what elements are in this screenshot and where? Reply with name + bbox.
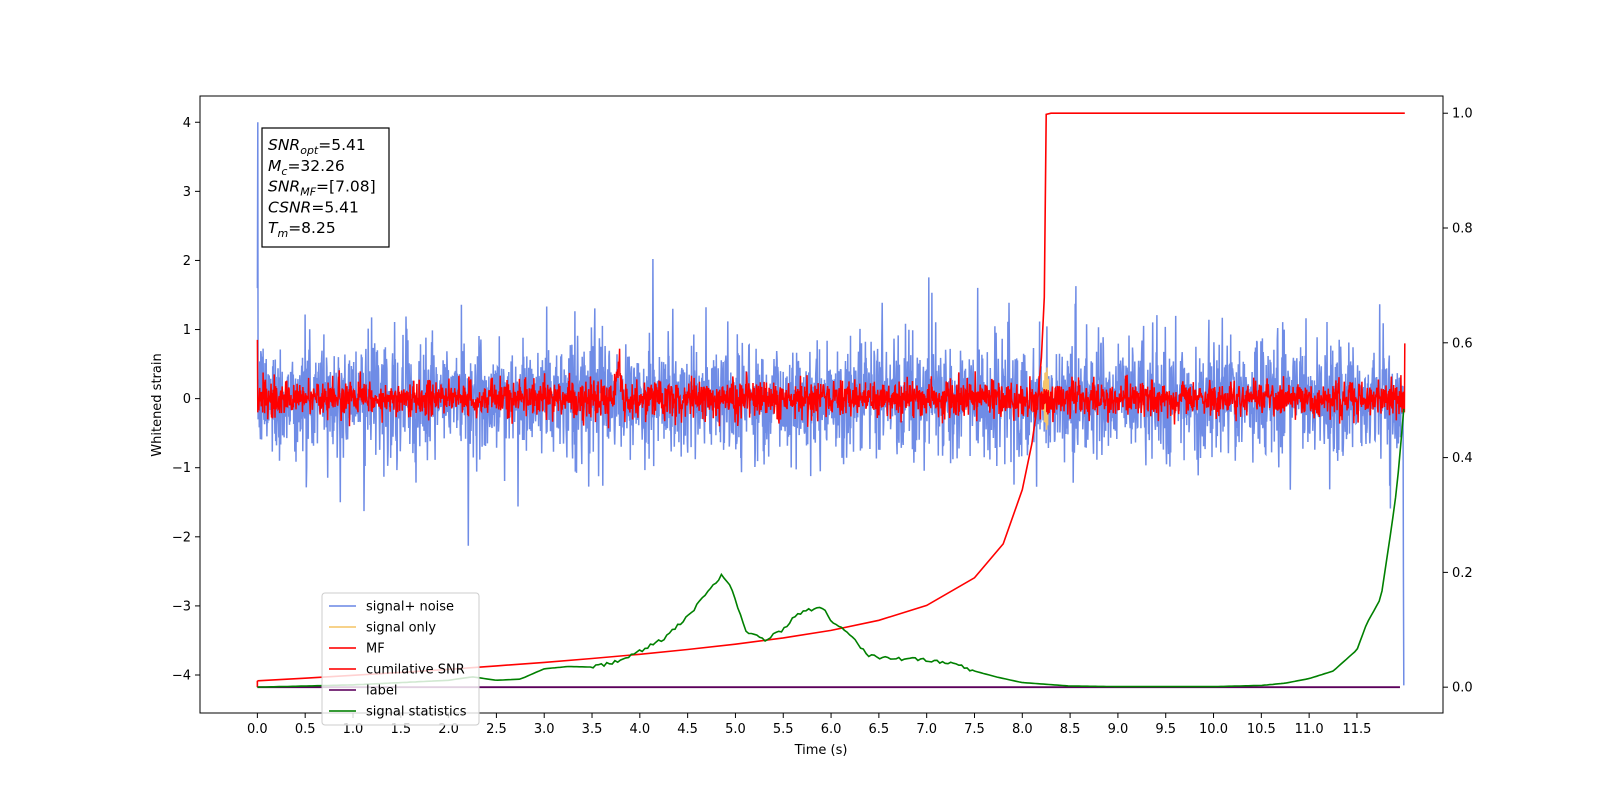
annotation-line: CSNR=5.41 [268, 198, 359, 216]
y-axis-right: 1.0 0.8 0.6 0.4 0.2 0.0 [1443, 107, 1473, 696]
x-tick-label: 3.0 [534, 722, 555, 737]
x-tick-label: 1.5 [390, 722, 411, 737]
x-tick-label: 11.5 [1342, 722, 1371, 737]
x-axis-label: Time (s) [794, 743, 848, 758]
y-tick-label: −4 [172, 668, 191, 683]
y2-tick-label: 0.8 [1452, 222, 1473, 237]
x-tick-label: 7.5 [964, 722, 985, 737]
annotation-line: SNRopt=5.41 [268, 136, 366, 157]
y-tick-label: 4 [183, 116, 191, 131]
x-tick-label: 7.0 [916, 722, 937, 737]
x-tick-label: 1.0 [343, 722, 364, 737]
x-tick-label: 4.0 [629, 722, 650, 737]
x-tick-label: 10.0 [1199, 722, 1228, 737]
x-tick-label: 5.0 [725, 722, 746, 737]
y-tick-label: 3 [183, 185, 191, 200]
legend-label-mf: MF [366, 642, 385, 657]
plot-frame [199, 95, 1444, 714]
annotation-frame [261, 127, 390, 248]
y-tick-label: 1 [183, 323, 191, 338]
x-tick-label: 8.0 [1012, 722, 1033, 737]
annotation-line: Tm=8.25 [268, 219, 336, 240]
x-tick-label: 6.0 [821, 722, 842, 737]
annotation-line: SNRMF=[7.08] [268, 178, 376, 199]
legend: signal+ noise signal only MF cumilative SNR… [321, 592, 480, 726]
legend-label-label: label [366, 684, 397, 699]
y2-tick-label: 0.6 [1452, 336, 1473, 351]
series-mf [256, 339, 1406, 429]
y-tick-label: 2 [183, 254, 191, 269]
x-tick-label: 2.5 [486, 722, 507, 737]
y-axis-label: Whitened strain [150, 353, 165, 456]
x-tick-label: 5.5 [773, 722, 794, 737]
y2-tick-label: 0.2 [1452, 566, 1473, 581]
legend-label-signal-statistics: signal statistics [366, 705, 467, 720]
y2-tick-label: 0.4 [1452, 451, 1473, 466]
x-tick-label: 10.5 [1247, 722, 1276, 737]
x-tick-label: 3.5 [582, 722, 603, 737]
x-tick-label: 11.0 [1295, 722, 1324, 737]
y-tick-label: −3 [172, 599, 191, 614]
annotation-box: SNRopt=5.41Mc=32.26SNRMF=[7.08]CSNR=5.41… [261, 127, 390, 248]
x-tick-label: 0.0 [247, 722, 268, 737]
x-tick-label: 4.5 [677, 722, 698, 737]
y-tick-label: −1 [172, 461, 191, 476]
legend-frame [321, 592, 480, 726]
y-tick-label: 0 [183, 392, 191, 407]
y2-tick-label: 1.0 [1452, 107, 1473, 122]
legend-label-signal-noise: signal+ noise [366, 600, 454, 615]
legend-label-cumilative-snr: cumilative SNR [366, 663, 465, 678]
x-tick-label: 0.5 [295, 722, 316, 737]
y-axis-left: 4 3 2 1 0 −1 −2 −3 −4 [172, 116, 200, 683]
x-axis: 0.0 0.5 1.0 1.5 2.0 2.5 3.0 3.5 4.0 4.5 5.0 5.5 6.0 6… [247, 713, 1371, 737]
legend-label-signal-only: signal only [366, 621, 436, 636]
y-tick-label: −2 [172, 530, 191, 545]
x-tick-label: 9.5 [1155, 722, 1176, 737]
annotation-line: Mc=32.26 [268, 157, 345, 178]
x-tick-label: 8.5 [1060, 722, 1081, 737]
x-tick-label: 9.0 [1108, 722, 1129, 737]
x-tick-label: 2.0 [438, 722, 459, 737]
y2-tick-label: 0.0 [1452, 681, 1473, 696]
series-signal-noise [256, 122, 1405, 686]
x-tick-label: 6.5 [869, 722, 890, 737]
